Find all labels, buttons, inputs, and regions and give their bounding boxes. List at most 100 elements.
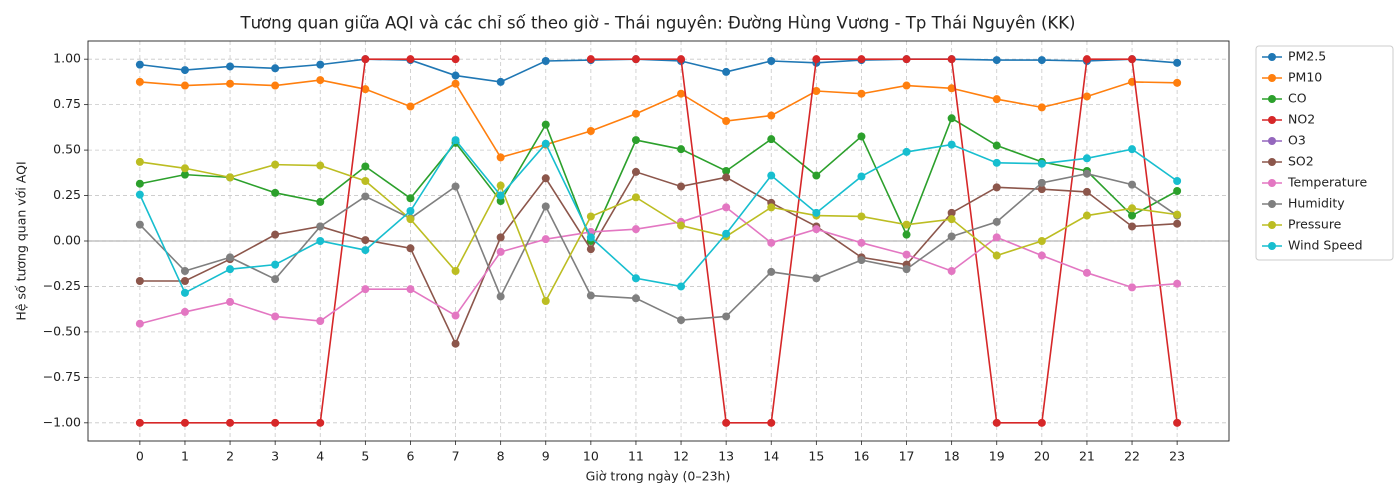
point [1037,418,1046,427]
legend-label: Humidity [1288,196,1345,211]
point [1173,177,1182,185]
series-line [139,161,1178,303]
point [631,225,640,234]
point [857,89,866,98]
point [722,312,731,321]
point [812,274,821,283]
point [902,265,911,274]
point [541,120,550,129]
legend-box [1255,45,1394,261]
point [631,136,640,145]
point [902,147,911,156]
point [496,153,505,162]
point [857,172,866,181]
point [271,160,280,169]
legend-label: SO2 [1288,154,1314,169]
point [1037,237,1046,245]
point [767,267,776,276]
legend-marker [1268,74,1276,82]
point [496,191,505,200]
point [1082,92,1091,101]
point [451,267,460,275]
point [857,55,866,64]
point [496,233,505,242]
point [947,55,956,64]
point [631,193,640,202]
point [947,84,956,93]
series-line [139,138,1178,294]
point [857,212,866,221]
point [1037,56,1046,65]
point [631,274,640,283]
legend-label: Pressure [1288,217,1342,232]
point [361,285,370,294]
point [226,265,235,274]
y-tick-label: −1.00 [43,414,81,429]
legend-marker [1268,53,1276,61]
point [180,267,189,275]
legend-marker [1268,179,1276,187]
series-line [139,58,1178,424]
point [226,62,235,71]
point [767,57,776,65]
x-tick-label: 19 [989,449,1005,464]
point [722,418,731,427]
point [541,235,550,244]
point [947,232,956,241]
y-tick-label: 1.00 [53,51,81,66]
point [451,55,460,64]
y-tick-label: 0.50 [53,142,81,157]
point [180,164,189,173]
point [586,212,595,221]
point [1037,103,1046,112]
point [406,102,415,111]
point [1037,185,1046,194]
point [677,182,686,191]
point [992,418,1001,427]
point [541,57,550,65]
legend-marker [1268,221,1276,229]
point [271,418,280,427]
point [677,89,686,98]
point [857,238,866,247]
point [271,312,280,321]
x-tick-label: 18 [944,449,960,464]
x-tick-label: 23 [1169,449,1185,464]
x-tick-label: 4 [316,449,324,464]
point [1082,154,1091,163]
point [451,311,460,320]
point [1173,210,1182,219]
point [361,192,370,201]
point [361,246,370,255]
point [406,244,415,253]
point [451,136,460,145]
point [586,233,595,242]
point [406,285,415,294]
point [631,55,640,64]
point [180,66,189,75]
point [1173,58,1182,67]
point [271,230,280,239]
point [541,202,550,211]
x-axis-label: Giờ trong ngày (0–23h) [586,469,731,484]
y-tick-label: 0.25 [53,187,81,202]
point [677,145,686,154]
legend-label: NO2 [1288,112,1315,127]
point [947,267,956,275]
point [722,117,731,125]
point [722,203,731,212]
series-line [139,206,1178,325]
point [316,222,325,231]
point [226,79,235,88]
point [406,55,415,64]
point [1082,268,1091,277]
point [947,208,956,217]
y-tick-label: 0.00 [53,233,81,248]
point [992,95,1001,104]
series-line [139,170,1178,346]
point [992,183,1001,192]
point [1082,211,1091,220]
legend-marker [1268,95,1276,103]
point [767,418,776,427]
